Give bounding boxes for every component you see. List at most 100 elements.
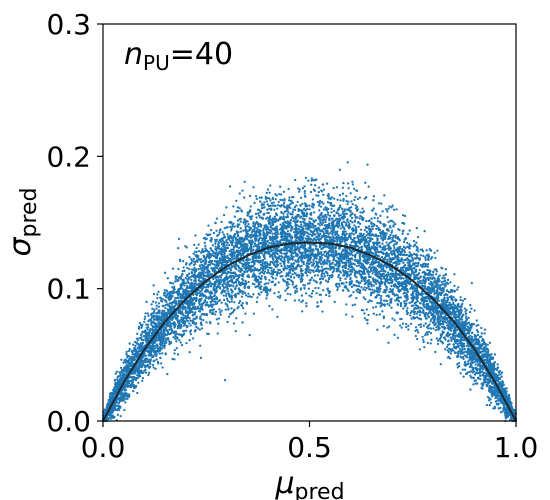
scatter-point bbox=[176, 336, 179, 339]
scatter-point bbox=[232, 205, 235, 208]
scatter-point bbox=[220, 301, 223, 304]
scatter-point bbox=[317, 305, 320, 308]
scatter-point bbox=[297, 258, 300, 261]
scatter-point bbox=[288, 258, 291, 261]
scatter-point bbox=[462, 357, 465, 361]
scatter-point bbox=[406, 241, 409, 245]
scatter-point bbox=[470, 307, 473, 310]
scatter-point bbox=[337, 212, 340, 215]
scatter-point bbox=[372, 195, 376, 198]
scatter-point bbox=[366, 163, 369, 166]
scatter-point bbox=[268, 215, 272, 218]
scatter-point bbox=[258, 272, 261, 275]
scatter-point bbox=[444, 348, 447, 351]
scatter-point bbox=[453, 289, 456, 292]
scatter-point bbox=[347, 200, 350, 203]
scatter-point bbox=[204, 303, 208, 306]
scatter-point bbox=[372, 312, 375, 315]
scatter-point bbox=[354, 215, 357, 219]
scatter-point bbox=[395, 241, 399, 244]
scatter-point bbox=[240, 295, 244, 298]
scatter-point bbox=[409, 311, 412, 314]
scatter-point bbox=[433, 268, 436, 271]
scatter-point bbox=[165, 339, 168, 342]
scatter-point bbox=[339, 271, 342, 274]
scatter-point bbox=[255, 216, 258, 219]
scatter-point bbox=[440, 280, 443, 284]
scatter-point bbox=[419, 264, 422, 267]
scatter-point bbox=[376, 220, 380, 223]
scatter-point bbox=[367, 273, 370, 276]
scatter-point bbox=[155, 353, 158, 357]
scatter-point bbox=[214, 313, 217, 316]
scatter-point bbox=[408, 229, 411, 232]
scatter-point bbox=[401, 230, 404, 233]
scatter-point bbox=[490, 353, 493, 356]
scatter-point bbox=[352, 187, 356, 190]
scatter-point bbox=[284, 289, 287, 292]
scatter-point bbox=[203, 255, 206, 258]
scatter-point bbox=[141, 330, 144, 333]
scatter-point bbox=[473, 309, 476, 312]
scatter-point bbox=[488, 403, 491, 407]
scatter-point bbox=[269, 184, 272, 187]
scatter-point bbox=[347, 261, 350, 264]
scatter-point bbox=[481, 387, 484, 390]
scatter-point bbox=[193, 243, 196, 247]
scatter-point bbox=[141, 379, 144, 383]
scatter-point bbox=[414, 257, 418, 260]
scatter-point bbox=[198, 328, 201, 331]
scatter-point bbox=[228, 243, 231, 247]
scatter-point bbox=[357, 225, 360, 228]
scatter-point bbox=[372, 243, 375, 247]
scatter-point bbox=[301, 310, 304, 313]
scatter-point bbox=[308, 294, 311, 297]
scatter-point bbox=[303, 192, 306, 195]
scatter-point bbox=[193, 262, 197, 266]
scatter-point bbox=[389, 233, 392, 237]
scatter-point bbox=[350, 294, 353, 297]
scatter-point bbox=[402, 277, 405, 280]
scatter-point bbox=[305, 302, 308, 305]
scatter-point bbox=[392, 261, 395, 265]
scatter-point bbox=[279, 198, 282, 201]
scatter-point bbox=[360, 279, 363, 283]
scatter-point bbox=[333, 300, 336, 304]
scatter-point bbox=[144, 368, 147, 372]
scatter-point bbox=[430, 318, 433, 321]
scatter-point bbox=[310, 177, 314, 180]
scatter-point bbox=[328, 294, 331, 298]
scatter-point bbox=[248, 258, 252, 261]
scatter-point bbox=[239, 261, 242, 264]
scatter-point bbox=[292, 262, 296, 265]
scatter-point bbox=[265, 200, 269, 203]
scatter-point bbox=[310, 295, 313, 298]
scatter-point bbox=[214, 238, 217, 241]
scatter-point bbox=[282, 190, 286, 193]
scatter-point bbox=[311, 198, 315, 201]
scatter-point bbox=[336, 288, 339, 292]
scatter-point bbox=[499, 411, 503, 414]
scatter-point bbox=[352, 291, 355, 294]
scatter-point bbox=[322, 289, 325, 292]
scatter-point bbox=[435, 273, 438, 276]
scatter-point bbox=[144, 332, 147, 335]
scatter-point bbox=[312, 202, 315, 206]
scatter-point bbox=[367, 285, 371, 288]
scatter-point bbox=[339, 199, 342, 202]
scatter-point bbox=[276, 315, 279, 319]
scatter-point bbox=[166, 372, 169, 376]
scatter-point bbox=[368, 257, 372, 261]
scatter-point bbox=[213, 260, 217, 263]
scatter-point bbox=[415, 245, 418, 248]
scatter-point bbox=[304, 203, 307, 206]
scatter-point bbox=[259, 200, 262, 203]
scatter-point bbox=[119, 414, 122, 418]
scatter-point bbox=[287, 187, 290, 191]
scatter-point bbox=[355, 264, 358, 268]
scatter-point bbox=[382, 233, 385, 237]
scatter-point bbox=[230, 307, 233, 310]
scatter-point bbox=[350, 200, 353, 203]
scatter-point bbox=[463, 368, 467, 371]
scatter-point bbox=[319, 205, 323, 208]
